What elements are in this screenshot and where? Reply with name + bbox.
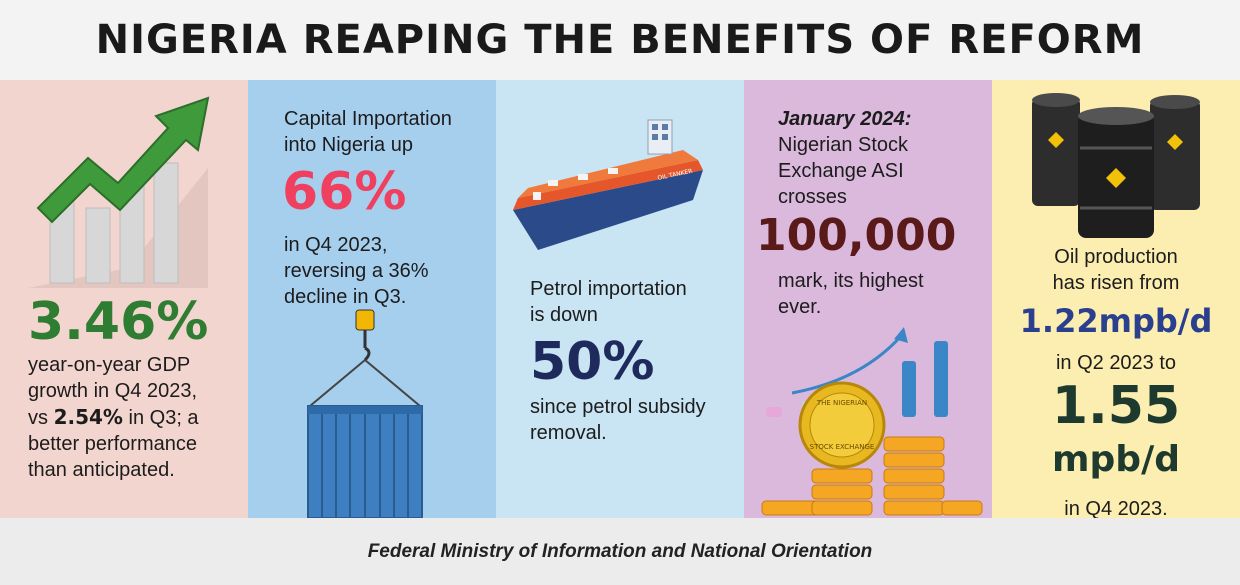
petrol-line-3: since petrol subsidy: [530, 396, 706, 418]
oil-figure-q4: 1.55: [1051, 376, 1181, 436]
capital-text: in Q4 2023, reversing a 36% decline in Q…: [284, 232, 484, 310]
stock-line-2: Exchange ASI: [778, 160, 904, 182]
oil-line-4: in Q4 2023.: [1064, 498, 1168, 518]
petrol-panel: OIL TANKER Petrol importation is down 50…: [496, 80, 744, 518]
gdp-panel: 3.46% year-on-year GDP growth in Q4 2023…: [0, 80, 248, 518]
capital-line-1: Capital Importation: [284, 108, 452, 130]
capital-line-3: in Q4 2023,: [284, 234, 388, 256]
capital-figure: 66%: [282, 162, 407, 222]
oil-tanker-icon: OIL TANKER: [513, 119, 703, 250]
stock-line-4: mark, its highest: [778, 270, 924, 292]
gdp-text: year-on-year GDP growth in Q4 2023, vs 2…: [28, 352, 243, 483]
capital-intro: Capital Importation into Nigeria up: [284, 106, 484, 158]
oil-intro: Oil production has risen from: [992, 244, 1240, 296]
petrol-text: since petrol subsidy removal.: [530, 394, 735, 446]
stock-growth-coins-icon: THE NIGERIAN STOCK EXCHANGE: [761, 327, 983, 516]
gdp-figure: 3.46%: [28, 292, 209, 352]
capital-panel: Capital Importation into Nigeria up 66% …: [248, 80, 496, 518]
gdp-line-5: than anticipated.: [28, 459, 175, 481]
gdp-line-3-pre: vs: [28, 407, 54, 429]
gdp-line-3-post: in Q3; a: [122, 407, 199, 429]
oil-panel: Oil production has risen from 1.22mpb/d …: [992, 80, 1240, 518]
seal-top-label: THE NIGERIAN: [816, 399, 867, 407]
shipping-container-icon: [307, 309, 423, 518]
gdp-previous-figure: 2.54%: [53, 405, 123, 429]
capital-line-2: into Nigeria up: [284, 134, 413, 156]
oil-line-2: has risen from: [1052, 272, 1180, 294]
page-title: NIGERIA REAPING THE BENEFITS OF REFORM: [95, 17, 1145, 63]
seal-bottom-label: STOCK EXCHANGE: [810, 443, 875, 451]
capital-line-4: reversing a 36%: [284, 260, 429, 282]
stock-line-3: crosses: [778, 186, 847, 208]
petrol-intro: Petrol importation is down: [530, 276, 735, 328]
stock-date: January 2024:: [778, 108, 912, 130]
petrol-line-4: removal.: [530, 422, 607, 444]
oil-barrels-icon: [1032, 93, 1200, 238]
petrol-figure: 50%: [530, 332, 655, 392]
oil-figure-q4-unit: mpb/d: [1052, 439, 1180, 480]
stock-text: mark, its highest ever.: [778, 268, 983, 320]
footer: Federal Ministry of Information and Nati…: [0, 518, 1240, 585]
stock-figure: 100,000: [756, 210, 957, 261]
capital-line-5: decline in Q3.: [284, 286, 407, 308]
petrol-line-1: Petrol importation: [530, 278, 687, 300]
stock-line-1: Nigerian Stock: [778, 134, 909, 156]
gdp-line-1: year-on-year GDP: [28, 354, 191, 376]
oil-line-3: in Q2 2023 to: [1055, 352, 1177, 374]
footer-credit: Federal Ministry of Information and Nati…: [367, 540, 873, 562]
gdp-line-4: better performance: [28, 433, 197, 455]
gdp-line-3: vs 2.54% in Q3; a: [28, 404, 243, 431]
stock-intro: January 2024: Nigerian Stock Exchange AS…: [778, 106, 983, 210]
petrol-line-2: is down: [530, 304, 598, 326]
header-banner: NIGERIA REAPING THE BENEFITS OF REFORM: [0, 0, 1240, 80]
stock-panel: January 2024: Nigerian Stock Exchange AS…: [744, 80, 992, 518]
gdp-line-2: growth in Q4 2023,: [28, 380, 197, 402]
oil-figure-q2: 1.22mpb/d: [1019, 302, 1213, 340]
growth-chart-icon: [28, 96, 210, 288]
oil-line-1: Oil production: [1054, 246, 1178, 268]
stock-line-5: ever.: [778, 296, 822, 318]
